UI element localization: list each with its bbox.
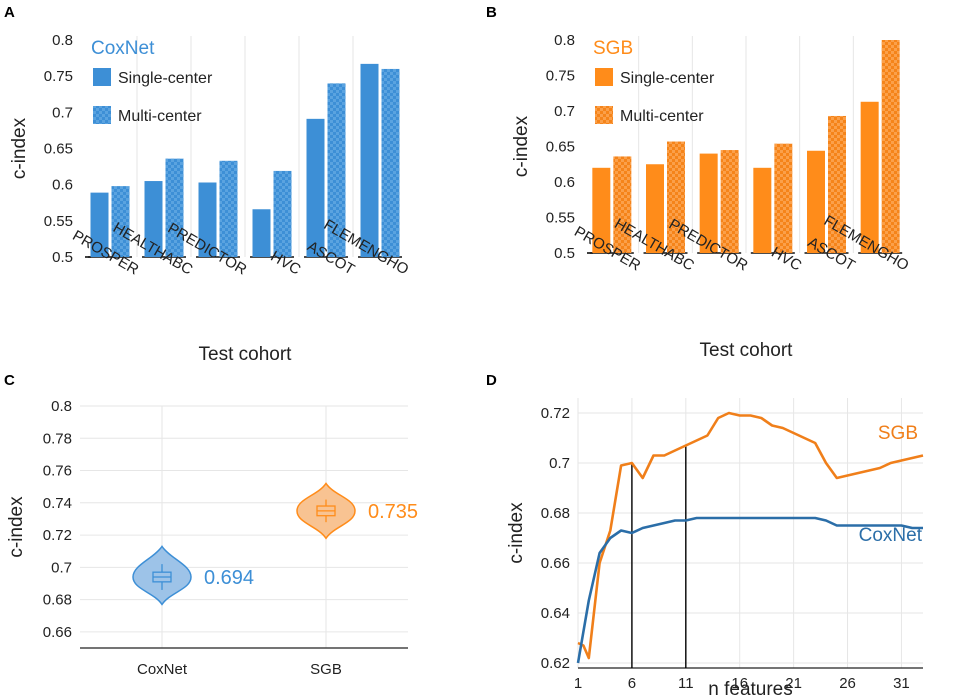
panel-d-y-axis-label: c-index: [506, 502, 527, 564]
panel-b-bar-single-center-flemengho: [860, 101, 879, 254]
panel-b-bar-multi-center-ascot: [828, 115, 846, 253]
panel-a-coxnet-bar-chart: 0.50.550.60.650.70.750.8PROSPERHEALTHABC…: [9, 32, 412, 365]
panel-b-category-label: HVC: [768, 244, 804, 275]
panel-b-y-axis-label: c-index: [511, 115, 532, 177]
panel-d-y-tick-label: 0.62: [541, 655, 570, 672]
panel-b-sgb-bar-chart: 0.50.550.60.650.70.750.8PROSPERHEALTHABC…: [511, 32, 912, 361]
panel-b-bar-multi-center-flemengho: [881, 40, 900, 253]
panel-a-bar-multi-center-healthabc: [165, 158, 184, 257]
panel-b-letter: B: [486, 4, 497, 21]
panel-d-x-tick-label: 1: [574, 675, 582, 692]
panel-b-bar-single-center-prosper: [592, 167, 611, 253]
panel-b-bar-multi-center-healthabc: [667, 141, 685, 253]
panel-d-series-label-sgb: SGB: [878, 423, 918, 444]
panel-a-bar-multi-center-ascot: [327, 83, 346, 258]
panel-a-legend-swatch-multi: [93, 106, 111, 124]
panel-a-y-tick-label: 0.8: [52, 32, 73, 49]
panel-d-x-tick-label: 31: [893, 675, 910, 692]
panel-c-value-label-coxnet: 0.694: [204, 567, 254, 589]
panel-d-line-coxnet: [576, 516, 923, 664]
panel-b-y-tick-label: 0.75: [546, 68, 575, 85]
panel-a-bar-multi-center-hvc: [273, 170, 292, 257]
panel-d-x-axis-label: n features: [708, 679, 793, 699]
panel-a-legend-label-multi: Multi-center: [118, 108, 202, 125]
panel-c-y-tick-label: 0.68: [43, 592, 72, 609]
panel-a-y-tick-label: 0.65: [44, 141, 73, 158]
panel-a-bar-single-center-prosper: [90, 192, 109, 257]
panel-d-x-tick-label: 21: [785, 675, 802, 692]
panel-c-y-axis-label: c-index: [6, 496, 27, 558]
panel-c-y-tick-label: 0.76: [43, 463, 72, 480]
panel-b-legend-label-multi: Multi-center: [620, 108, 704, 125]
panel-c-category-label-sgb: SGB: [310, 661, 342, 678]
panel-a-letter: A: [4, 4, 15, 21]
panel-d-y-tick-label: 0.72: [541, 405, 570, 422]
panel-c-letter: C: [4, 372, 15, 389]
panel-b-y-tick-label: 0.65: [546, 139, 575, 156]
panel-b-legend-label-single: Single-center: [620, 70, 715, 87]
panel-b-y-tick-label: 0.5: [554, 245, 575, 262]
panel-b-bar-multi-center-prosper: [613, 156, 632, 253]
panel-a-bar-multi-center-flemengho: [381, 68, 400, 257]
panel-b-bar-single-center-healthabc: [646, 164, 664, 253]
panel-d-x-tick-label: 16: [731, 675, 748, 692]
panel-d-x-tick-label: 6: [628, 675, 636, 692]
panel-c-y-tick-label: 0.78: [43, 430, 72, 447]
panel-d-series-label-coxnet: CoxNet: [859, 525, 923, 546]
panel-c-category-label-coxnet: CoxNet: [137, 661, 188, 678]
panel-b-x-axis-label: Test cohort: [700, 340, 794, 361]
panel-a-y-tick-label: 0.55: [44, 213, 73, 230]
panel-c-value-label-sgb: 0.735: [368, 501, 418, 523]
panel-b-legend-swatch-single: [595, 68, 613, 86]
panel-c-y-tick-label: 0.66: [43, 624, 72, 641]
panel-b-y-tick-label: 0.7: [554, 103, 575, 120]
panel-d-y-tick-label: 0.7: [549, 455, 570, 472]
panel-a-y-tick-label: 0.6: [52, 177, 73, 194]
panel-d-line-sgb: [577, 411, 924, 660]
panel-d-x-tick-label: 26: [839, 675, 856, 692]
panel-a-category-label: HVC: [268, 248, 304, 279]
panel-b-y-tick-label: 0.6: [554, 174, 575, 191]
panel-a-y-tick-label: 0.5: [52, 249, 73, 266]
panel-a-chart-title: CoxNet: [91, 38, 155, 59]
panel-a-legend-label-single: Single-center: [118, 70, 213, 87]
panel-b-legend-swatch-multi: [595, 106, 613, 124]
panel-a-bar-single-center-ascot: [306, 118, 325, 258]
panel-c-y-tick-label: 0.8: [51, 398, 72, 415]
panel-a-bar-single-center-hvc: [252, 209, 271, 257]
panel-c-y-tick-label: 0.74: [43, 495, 72, 512]
panel-a-bar-single-center-flemengho: [360, 63, 379, 258]
panel-b-y-tick-label: 0.8: [554, 32, 575, 49]
panel-a-x-axis-label: Test cohort: [199, 344, 293, 365]
panel-a-y-tick-label: 0.7: [52, 104, 73, 121]
panel-b-bar-single-center-predictor: [699, 153, 718, 253]
panel-a-bar-multi-center-prosper: [111, 186, 130, 257]
panel-d-x-tick-label: 11: [678, 675, 694, 692]
panel-a-bar-multi-center-predictor: [219, 160, 238, 257]
panel-d-line-chart: 0.620.640.660.680.70.721 6 11 16 21 26 31SGBCo…: [506, 398, 924, 699]
panel-b-bar-multi-center-predictor: [720, 150, 739, 253]
panel-b-bar-single-center-hvc: [753, 167, 772, 253]
panel-b-y-tick-label: 0.55: [546, 210, 575, 227]
panel-c-violin-chart: 0.66 0.68 0.7 0.72 0.74 0.76 0.78 0.8 0.694 CoxNe…: [6, 398, 418, 678]
panel-a-y-tick-label: 0.75: [44, 68, 73, 85]
panel-b-chart-title: SGB: [593, 38, 633, 59]
panel-d-y-tick-label: 0.66: [541, 555, 570, 572]
panel-d-y-tick-label: 0.64: [541, 605, 570, 622]
panel-a-bar-single-center-predictor: [198, 182, 217, 257]
panel-c-y-tick-label: 0.72: [43, 527, 72, 544]
panel-d-letter: D: [486, 372, 497, 389]
panel-c-y-tick-label: 0.7: [51, 559, 72, 576]
panel-b-bar-multi-center-hvc: [774, 143, 793, 253]
panel-b-bar-single-center-ascot: [807, 150, 825, 253]
panel-d-y-tick-label: 0.68: [541, 505, 570, 522]
panel-a-bar-single-center-healthabc: [144, 181, 163, 257]
panel-a-y-axis-label: c-index: [9, 117, 30, 179]
panel-a-legend-swatch-single: [93, 68, 111, 86]
